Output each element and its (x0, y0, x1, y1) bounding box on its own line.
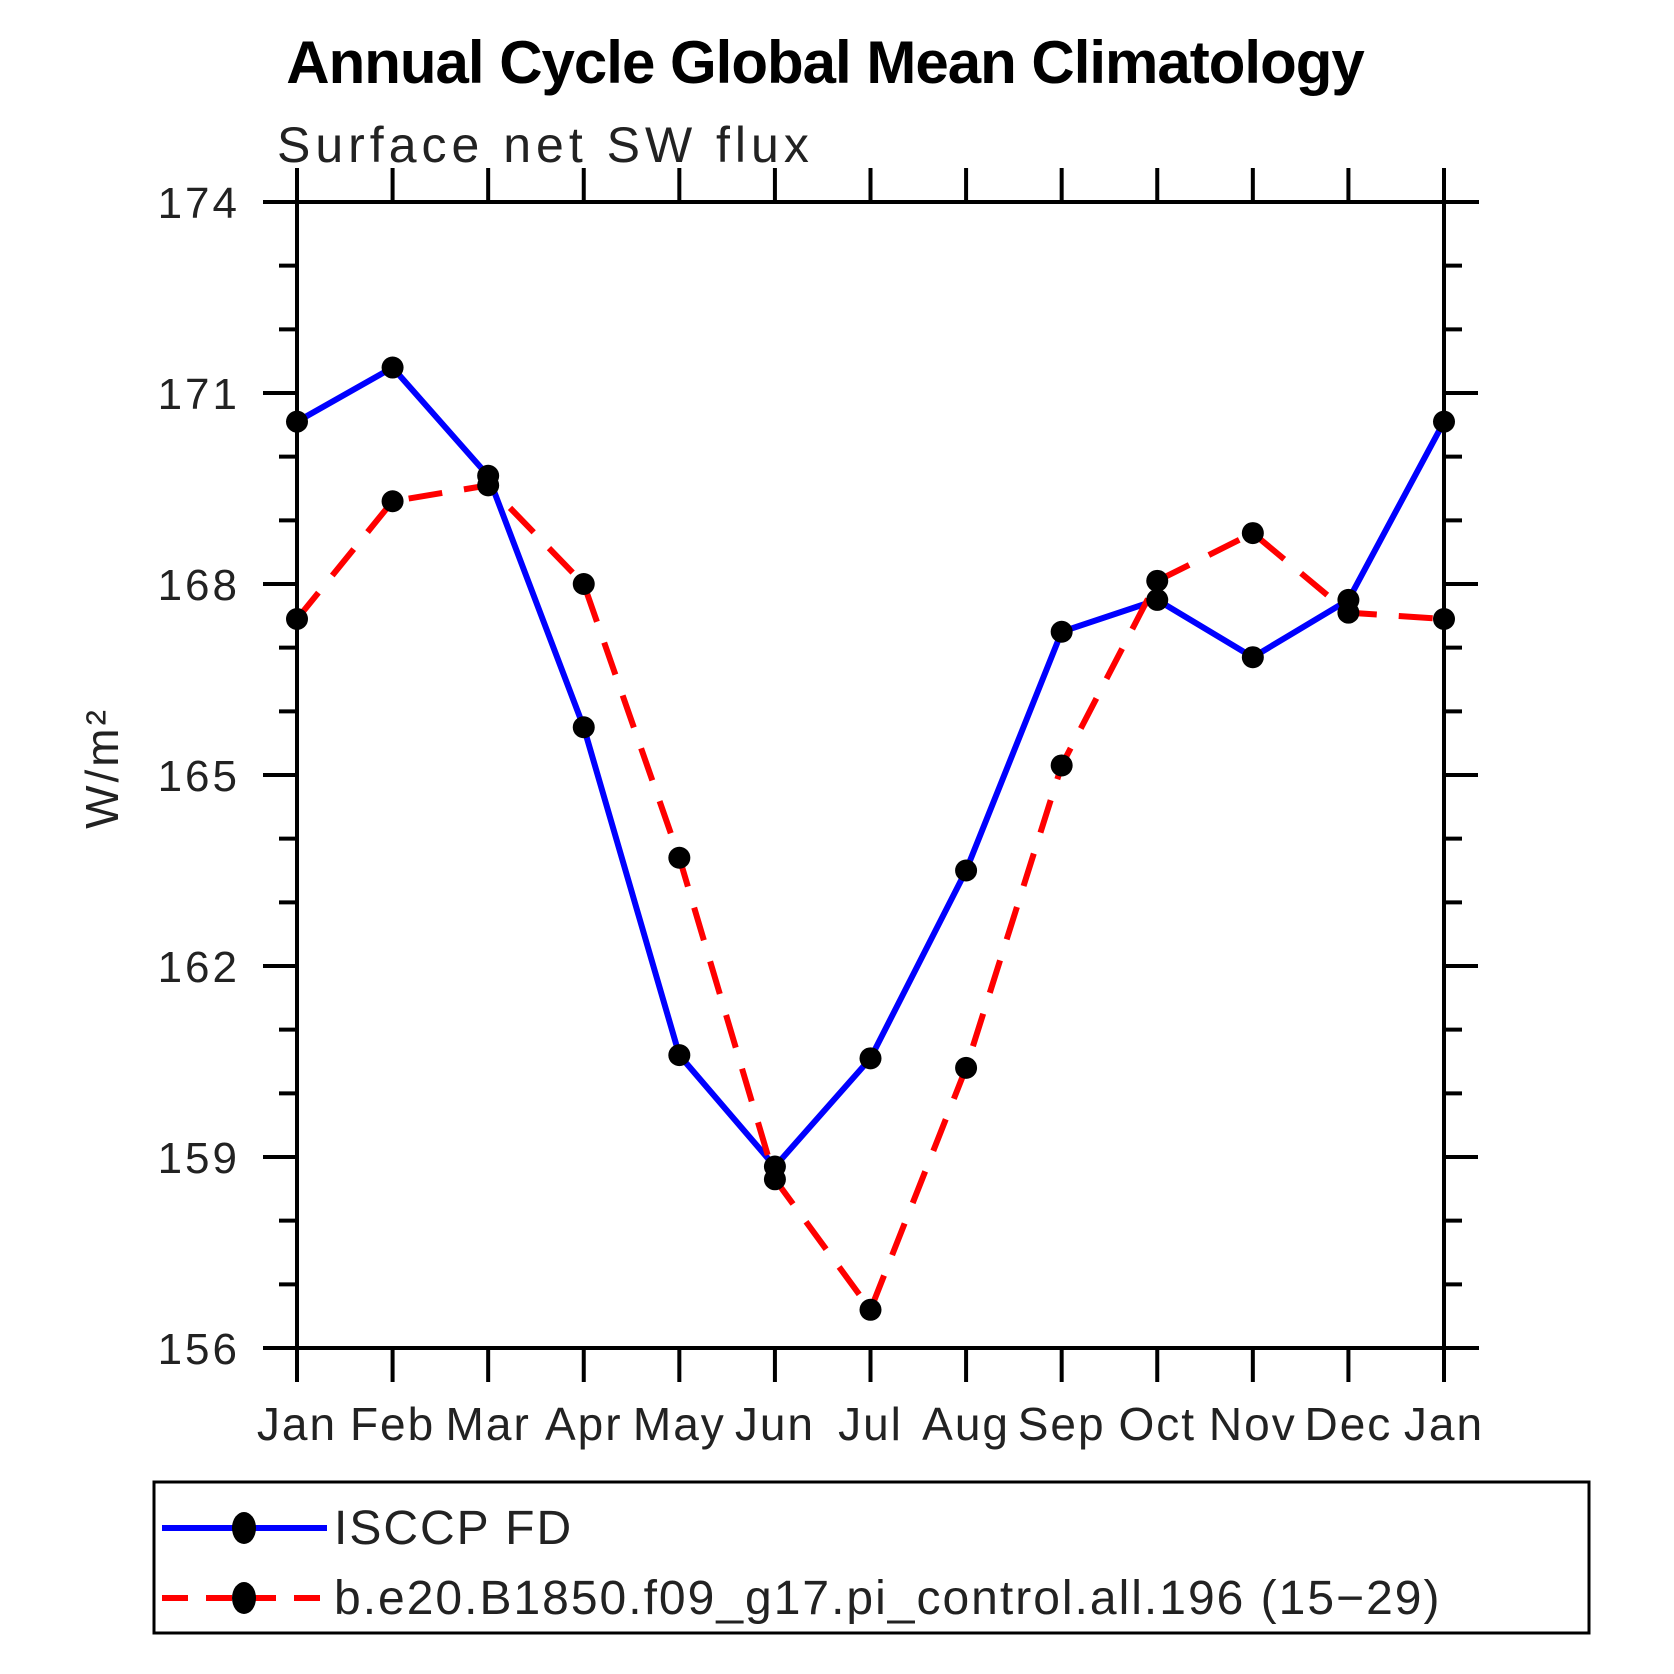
data-point (763, 1168, 786, 1191)
data-point (859, 1298, 882, 1321)
x-tick-label: Feb (350, 1398, 435, 1450)
data-point (859, 1047, 882, 1070)
y-tick-label: 162 (158, 943, 240, 992)
x-tick-label: Aug (922, 1398, 1010, 1450)
x-tick-label: Oct (1118, 1398, 1196, 1450)
x-tick-label: Sep (1018, 1398, 1106, 1450)
y-tick-label: 165 (158, 752, 240, 801)
data-point (572, 573, 595, 595)
data-point (955, 859, 978, 882)
legend-marker-isccp (232, 1512, 256, 1544)
data-point (1146, 569, 1169, 592)
data-point (286, 608, 308, 631)
x-tick-label: Nov (1209, 1398, 1297, 1450)
data-point (286, 410, 308, 433)
data-point (477, 474, 500, 497)
x-tick-label: Apr (545, 1398, 623, 1450)
data-point (1146, 588, 1169, 611)
data-point (1050, 754, 1073, 777)
data-point (955, 1056, 978, 1079)
data-point (1050, 620, 1073, 643)
chart-title: Annual Cycle Global Mean Climatology (286, 29, 1365, 96)
y-tick-label: 159 (158, 1134, 240, 1183)
x-tick-label: Jan (1404, 1398, 1484, 1450)
legend-box (152, 1480, 1591, 1635)
data-point (381, 490, 404, 513)
data-point (572, 716, 595, 739)
y-tick-label: 156 (158, 1325, 240, 1374)
series-line-model (294, 482, 1445, 1316)
legend-label-model: b.e20.B1850.f09_g17.pi_control.all.196 (… (334, 1572, 1441, 1625)
data-point (381, 356, 404, 379)
x-tick-label: May (633, 1398, 726, 1450)
data-point (1241, 522, 1264, 545)
legend: ISCCP FD b.e20.B1850.f09_g17.pi_control.… (152, 1480, 1591, 1635)
x-tick-label: Jun (735, 1398, 815, 1450)
y-tick-label: 168 (158, 561, 240, 610)
data-point (1241, 646, 1264, 669)
data-point (1433, 608, 1455, 631)
x-tick-label: Jan (257, 1398, 337, 1450)
y-tick-label: 171 (158, 370, 240, 419)
data-point (668, 1044, 691, 1067)
data-point (1433, 410, 1455, 433)
y-tick-label: 174 (158, 179, 240, 228)
x-tick-label: Jul (838, 1398, 903, 1450)
x-tick-label: Dec (1305, 1398, 1393, 1450)
data-point (668, 846, 691, 869)
x-tick-label: Mar (446, 1398, 531, 1450)
data-point (1337, 601, 1360, 624)
chart-subtitle: Surface net SW flux (277, 117, 814, 173)
legend-label-isccp: ISCCP FD (334, 1502, 573, 1555)
legend-marker-model (232, 1582, 256, 1614)
